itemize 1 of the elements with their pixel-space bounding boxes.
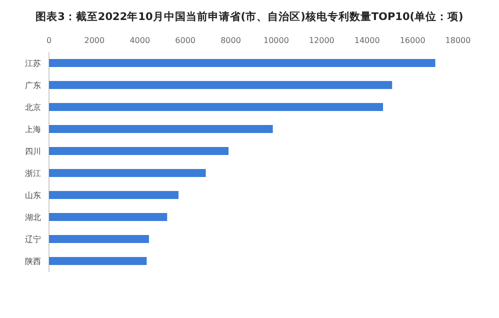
title: 图表3：截至2022年10月中国当前申请省(市、自治区)核电专利数量TOP10(单位：项) [36,11,464,23]
